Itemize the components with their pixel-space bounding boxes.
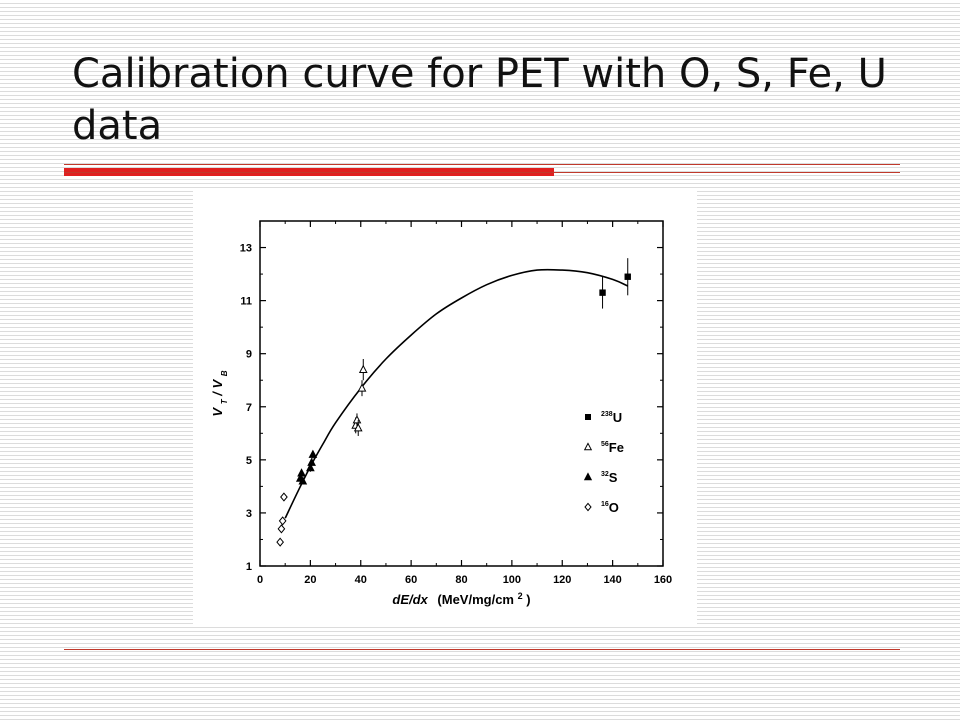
x-axis-unit: (MeV/mg/cm (437, 592, 514, 607)
legend-label-s: 32S (601, 470, 618, 485)
y-axis-sub-b: B (220, 370, 229, 376)
y-axis-sub-t: T (220, 398, 229, 404)
x-tick-label: 80 (455, 574, 467, 586)
o-data-point (280, 492, 288, 502)
s-data-point (298, 476, 308, 485)
u-data-point (599, 289, 606, 296)
legend-element-o: O (609, 500, 619, 515)
y-tick-label: 7 (246, 402, 252, 414)
s-data-point (306, 462, 315, 472)
fe-data-point (352, 415, 362, 424)
y-tick-label: 1 (246, 561, 252, 573)
o-data-point (277, 524, 286, 534)
legend-marker-u (585, 414, 591, 420)
legend-mass-number-u: 238 (601, 411, 613, 418)
y-axis-label: V T / V B (210, 370, 229, 416)
title-divider-top (64, 164, 900, 165)
legend-label-fe: 56Fe (601, 440, 624, 455)
fe-data-point (353, 423, 363, 432)
plot-frame (259, 220, 664, 567)
x-tick-label: 60 (405, 574, 417, 586)
title-divider-bottom (64, 172, 900, 173)
legend-mass-number-o: 16 (601, 501, 609, 508)
fe-data-point (357, 383, 367, 392)
legend-marker-s (583, 472, 593, 481)
chart-legend: 238U 56Fe 32S 16O (583, 410, 624, 515)
s-data-point (307, 457, 316, 466)
footer-divider (64, 649, 900, 650)
x-tick-label: 0 (257, 574, 263, 586)
y-tick-label: 3 (246, 508, 252, 520)
x-tick-label: 160 (654, 574, 672, 586)
x-tick-label: 120 (553, 574, 571, 586)
s-data-point (297, 468, 306, 477)
fit-curve (284, 268, 629, 519)
o-data-point (276, 537, 285, 547)
x-tick-label: 140 (603, 574, 621, 586)
legend-mass-number-s: 32 (601, 471, 609, 478)
y-tick-label: 11 (240, 296, 252, 308)
x-axis-unit-close: ) (526, 592, 530, 607)
legend-marker-o (584, 502, 592, 512)
fe-data-point (358, 364, 368, 373)
s-data-point (308, 449, 318, 458)
y-axis-separator: / V (210, 379, 225, 397)
legend-element-fe: Fe (609, 440, 624, 455)
o-data-point (278, 516, 287, 526)
legend-label-o: 16O (601, 500, 619, 515)
x-tick-label: 40 (355, 574, 367, 586)
legend-mass-number-fe: 56 (601, 441, 609, 448)
y-tick-label: 13 (240, 243, 252, 255)
slide-title: Calibration curve for PET with O, S, Fe,… (72, 51, 887, 149)
chart-figure: 0 20 40 60 80 100 120 140 160 1 3 5 7 9 11 13 238U 56Fe 3… (193, 191, 697, 627)
x-axis-unit-exponent: 2 (518, 591, 523, 601)
y-tick-label: 9 (246, 349, 252, 361)
legend-marker-fe (583, 442, 593, 451)
legend-element-s: S (609, 470, 618, 485)
y-axis-var-v: V (210, 407, 225, 417)
legend-label-u: 238U (601, 410, 622, 425)
x-axis-label: dE/dx (MeV/mg/cm 2 ) (392, 591, 530, 607)
legend-element-u: U (613, 410, 622, 425)
u-data-point (624, 273, 631, 280)
x-tick-label: 100 (503, 574, 521, 586)
x-tick-label: 20 (304, 574, 316, 586)
x-axis-quantity: dE/dx (392, 592, 428, 607)
y-tick-label: 5 (246, 455, 252, 467)
